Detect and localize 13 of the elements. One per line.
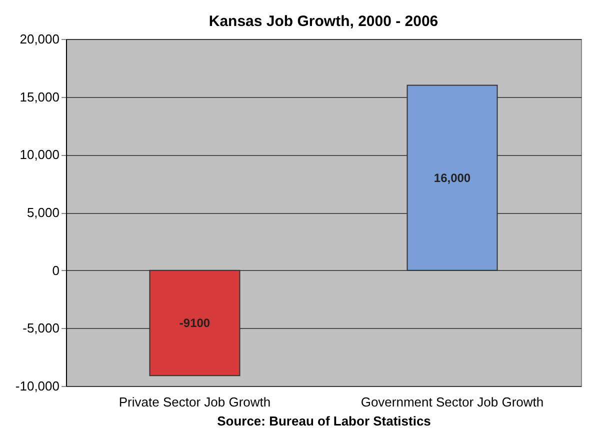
y-tick-label: 20,000 bbox=[20, 32, 60, 46]
source-note: Source: Bureau of Labor Statistics bbox=[217, 414, 431, 428]
data-label: -9100 bbox=[179, 316, 210, 330]
x-tick-label: Government Sector Job Growth bbox=[360, 394, 544, 410]
data-label: 16,000 bbox=[434, 170, 471, 185]
y-tick-label: 0 bbox=[52, 262, 60, 278]
y-tick-label: 5,000 bbox=[26, 205, 60, 220]
y-tick-label: 10,000 bbox=[20, 147, 60, 162]
y-tick-label: -10,000 bbox=[15, 378, 60, 394]
x-tick-label: Private Sector Job Growth bbox=[118, 394, 271, 410]
y-tick-label: -5,000 bbox=[22, 320, 60, 336]
chart-title: Kansas Job Growth, 2000 - 2006 bbox=[208, 13, 438, 30]
y-tick-label: 15,000 bbox=[20, 89, 60, 104]
